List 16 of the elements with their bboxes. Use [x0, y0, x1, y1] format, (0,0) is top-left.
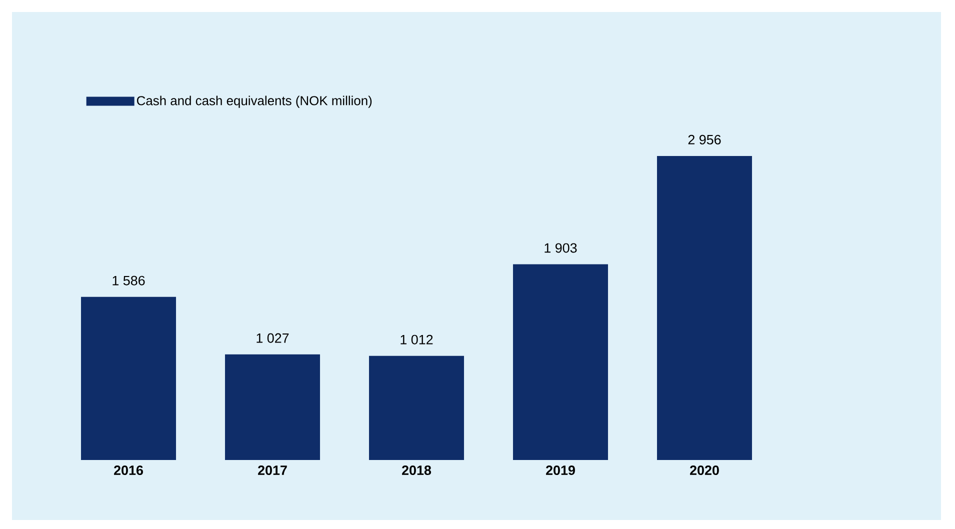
bar: [513, 264, 608, 460]
bar: [657, 156, 752, 460]
x-tick-label: 2020: [690, 466, 719, 476]
legend-label: Cash and cash equivalents (NOK million): [136, 96, 372, 108]
data-label: 1 586: [112, 276, 145, 286]
bar: [225, 354, 320, 460]
bar: [369, 356, 464, 460]
bar: [81, 296, 176, 460]
x-tick-label: 2018: [402, 466, 432, 476]
data-label: 1 012: [400, 334, 433, 344]
data-label: 1 027: [256, 333, 289, 343]
data-label: 2 956: [688, 134, 721, 144]
data-label: 1 903: [544, 243, 577, 253]
x-tick-label: 2017: [258, 466, 287, 476]
x-tick-label: 2016: [114, 466, 143, 476]
x-tick-label: 2019: [546, 466, 575, 476]
